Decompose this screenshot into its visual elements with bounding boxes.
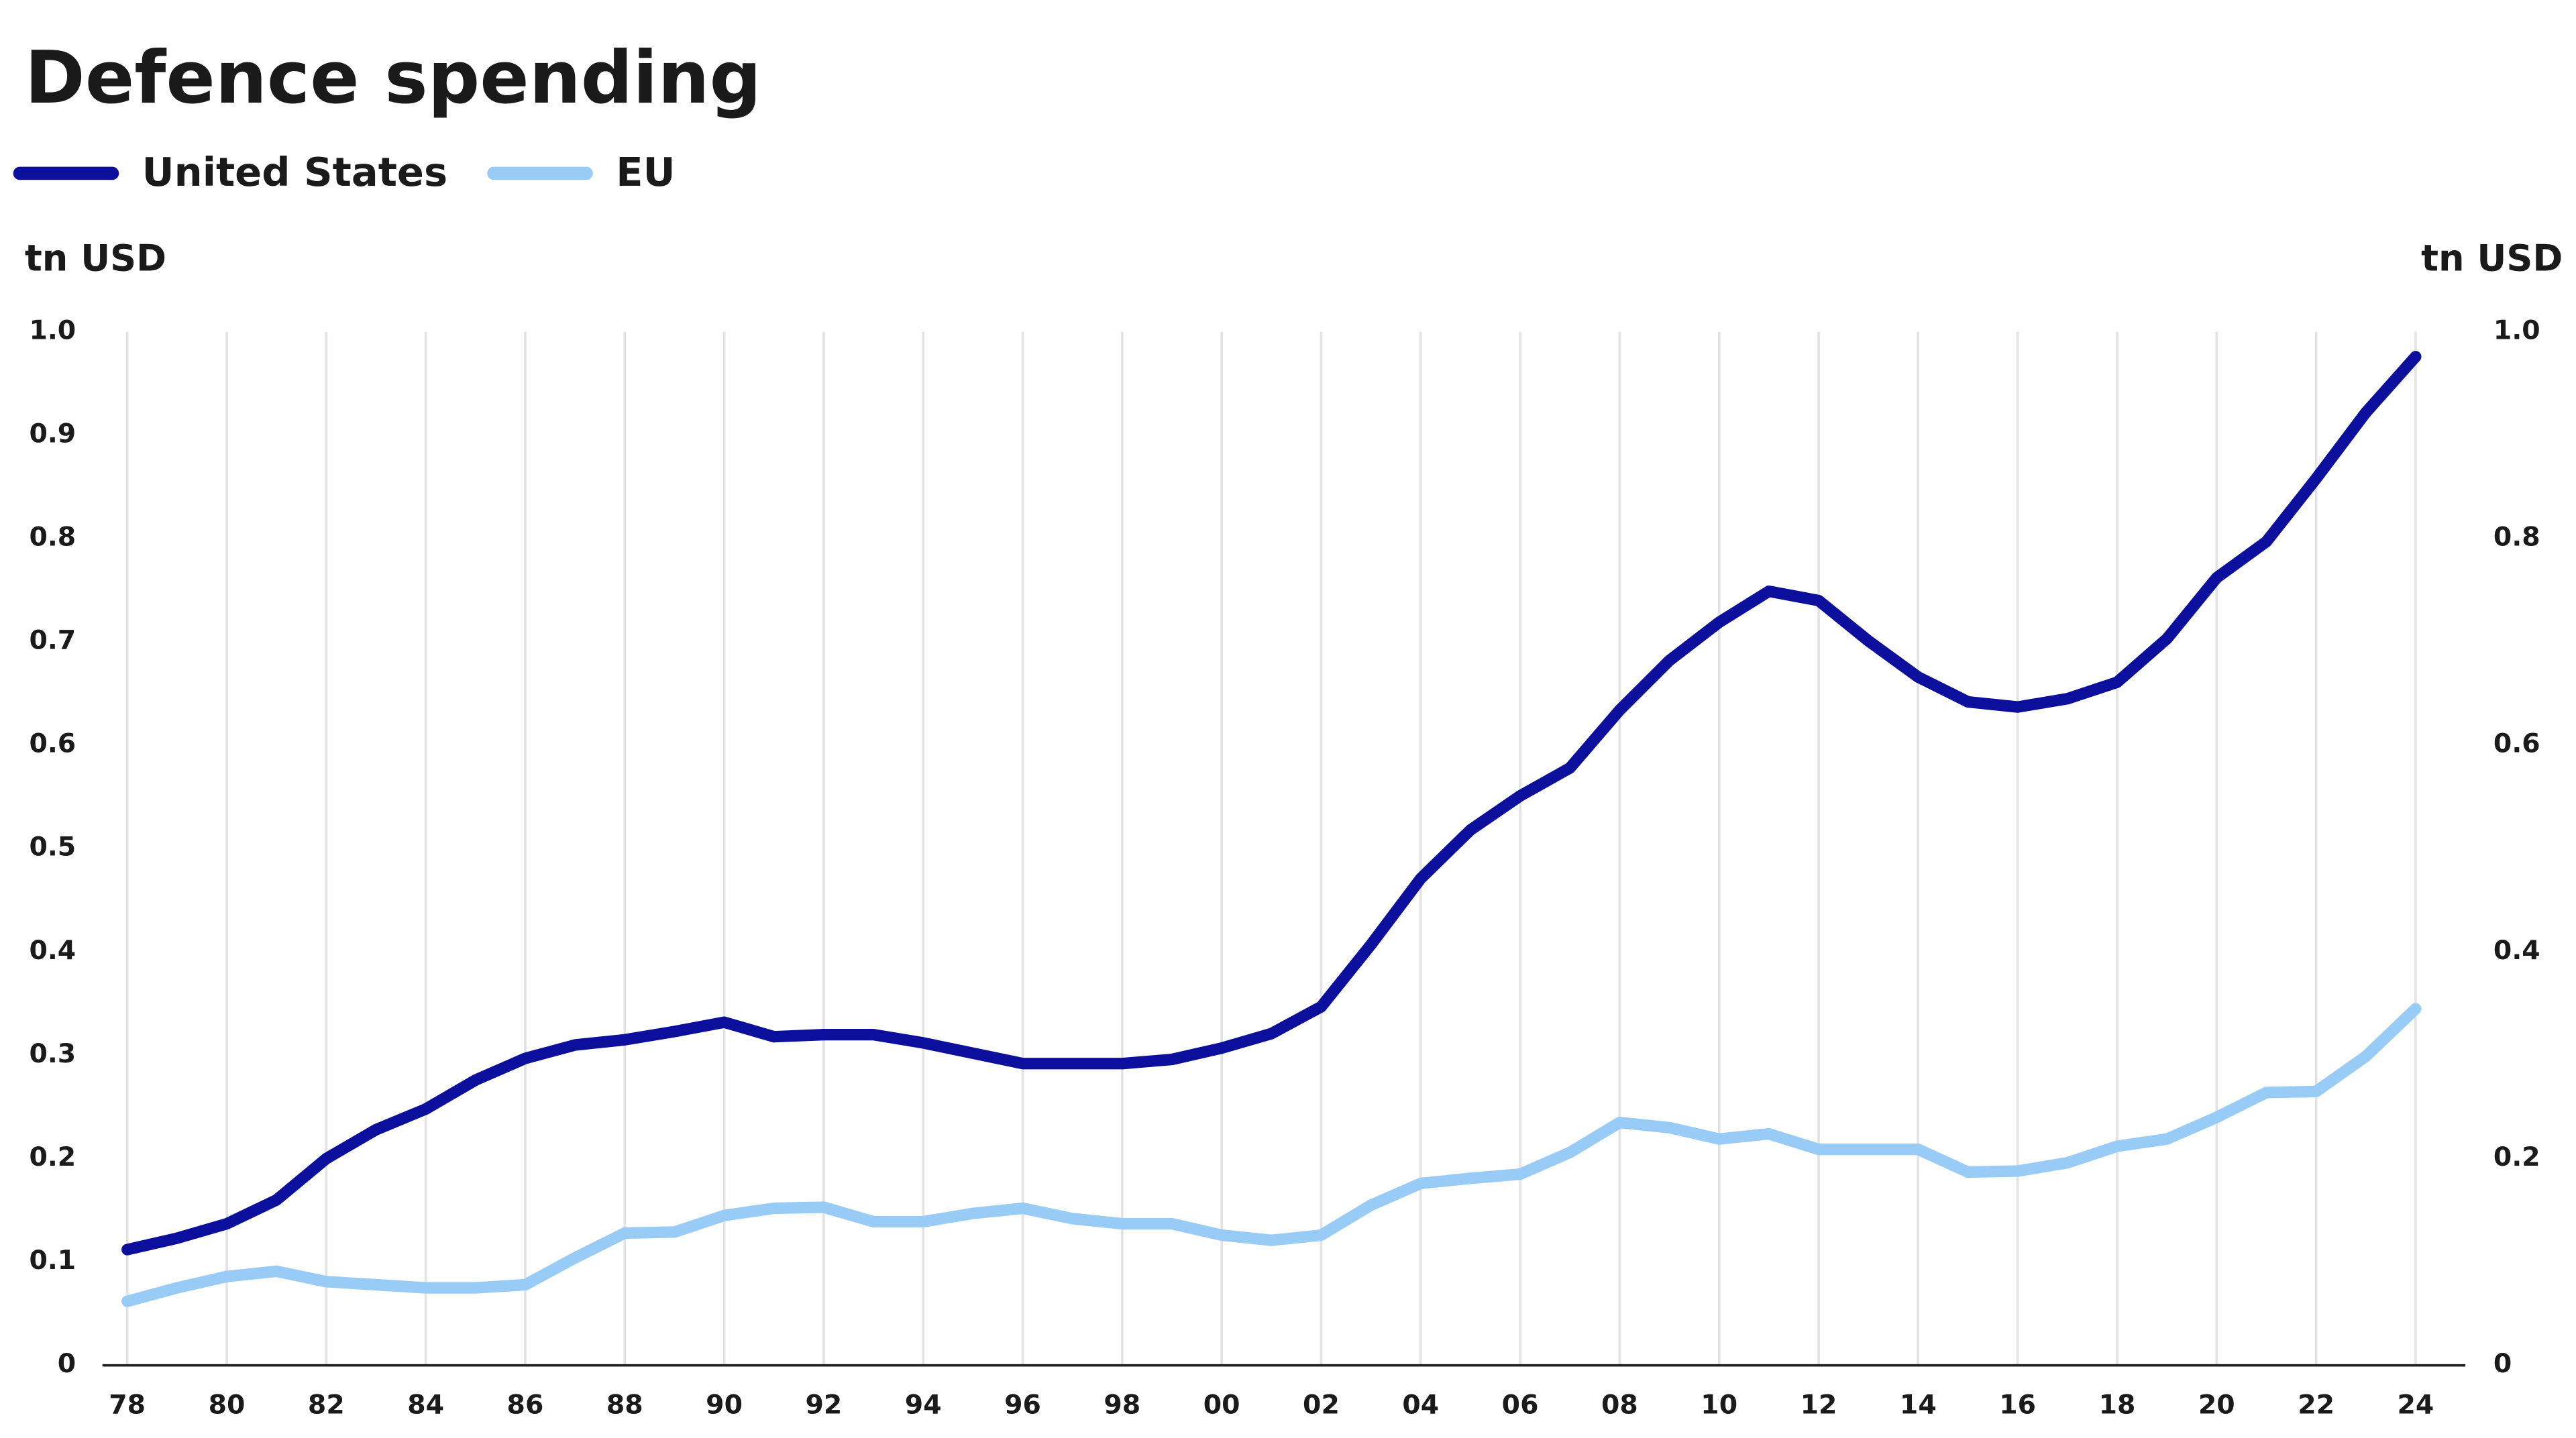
x-tick-label: 22	[2298, 1390, 2334, 1421]
x-tick-label: 92	[805, 1390, 842, 1421]
series-line	[121, 351, 2422, 1256]
y-tick-label: 1.0	[29, 315, 76, 345]
legend-label: United States	[142, 149, 447, 195]
x-tick-label: 04	[1402, 1390, 1439, 1421]
x-tick-label: 84	[407, 1390, 444, 1421]
x-tick-label: 20	[2198, 1390, 2235, 1421]
y-tick-label: 0.6	[29, 728, 76, 759]
y-axis-label: tn USD	[25, 237, 166, 280]
x-tick-label: 12	[1801, 1390, 1837, 1421]
y-tick-label: 0.8	[29, 521, 76, 552]
x-tick-label: 00	[1203, 1390, 1240, 1421]
y-tick-label: 0.2	[29, 1142, 76, 1172]
x-tick-label: 10	[1701, 1390, 1737, 1421]
x-tick-label: 06	[1502, 1390, 1539, 1421]
x-tick-label: 82	[308, 1390, 345, 1421]
y2-tick-label: 1.0	[2493, 315, 2540, 345]
x-tick-label: 16	[1999, 1390, 2036, 1421]
legend-label: EU	[616, 149, 675, 195]
x-tick-label: 86	[507, 1390, 544, 1421]
chart-title: Defence spending	[25, 35, 761, 120]
y2-tick-label: 0.8	[2493, 521, 2540, 552]
x-tick-label: 14	[1900, 1390, 1937, 1421]
y2-tick-label: 0.2	[2493, 1142, 2540, 1172]
y-tick-label: 0.3	[29, 1038, 76, 1069]
x-tick-label: 96	[1004, 1390, 1041, 1421]
y2-tick-label: 0.6	[2493, 728, 2540, 759]
y2-axis-label: tn USD	[2421, 237, 2563, 280]
series-line	[121, 1003, 2422, 1307]
y2-tick-label: 0.4	[2493, 935, 2540, 966]
y-tick-label: 0.9	[29, 418, 76, 449]
x-tick-label: 24	[2398, 1390, 2434, 1421]
x-tick-label: 90	[706, 1390, 743, 1421]
y-tick-label: 0.7	[29, 625, 76, 656]
x-tick-label: 98	[1104, 1390, 1140, 1421]
x-tick-label: 78	[109, 1390, 146, 1421]
y-tick-label: 0.1	[29, 1245, 76, 1276]
x-tick-label: 94	[905, 1390, 942, 1421]
x-tick-label: 88	[606, 1390, 643, 1421]
y-tick-label: 0	[58, 1348, 76, 1379]
y2-tick-label: 0	[2493, 1348, 2512, 1379]
y-tick-label: 0.4	[29, 935, 76, 966]
x-tick-label: 18	[2099, 1390, 2136, 1421]
y-tick-label: 0.5	[29, 832, 76, 863]
x-tick-label: 80	[209, 1390, 246, 1421]
x-tick-label: 02	[1303, 1390, 1340, 1421]
x-tick-label: 08	[1601, 1390, 1638, 1421]
